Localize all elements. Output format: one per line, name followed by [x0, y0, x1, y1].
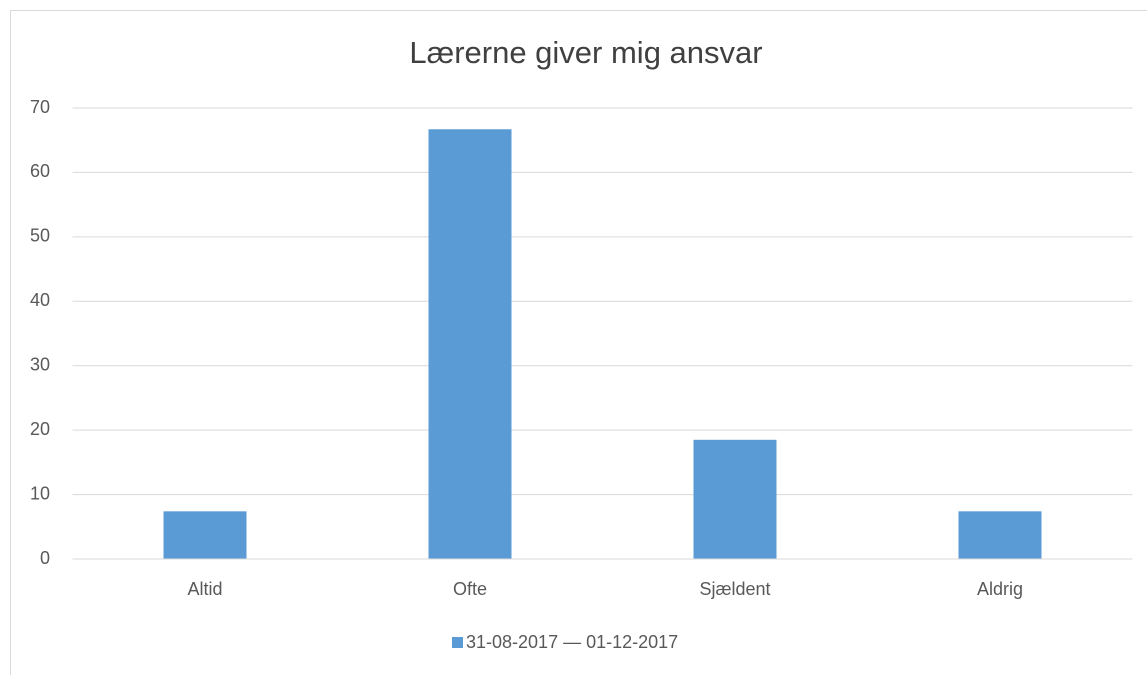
- bar: [958, 511, 1042, 559]
- y-tick-label: 30: [30, 354, 50, 374]
- y-tick-label: 40: [30, 290, 50, 310]
- chart-title: Lærerne giver mig ansvar: [409, 35, 762, 70]
- legend-swatch: [452, 637, 463, 648]
- y-tick-label: 60: [30, 161, 50, 181]
- chart-border: [10, 10, 1147, 675]
- x-tick-label: Altid: [187, 579, 222, 599]
- x-tick-label: Aldrig: [977, 579, 1023, 599]
- bar: [693, 439, 777, 559]
- y-tick-label: 20: [30, 419, 50, 439]
- x-tick-label: Sjældent: [699, 579, 770, 599]
- x-tick-label: Ofte: [453, 579, 487, 599]
- legend-label: 31-08-2017 — 01-12-2017: [466, 632, 678, 652]
- y-tick-label: 0: [40, 548, 50, 568]
- y-tick-label: 70: [30, 97, 50, 117]
- bar: [428, 129, 512, 560]
- y-tick-label: 50: [30, 226, 50, 246]
- bar: [163, 511, 247, 559]
- y-tick-label: 10: [30, 483, 50, 503]
